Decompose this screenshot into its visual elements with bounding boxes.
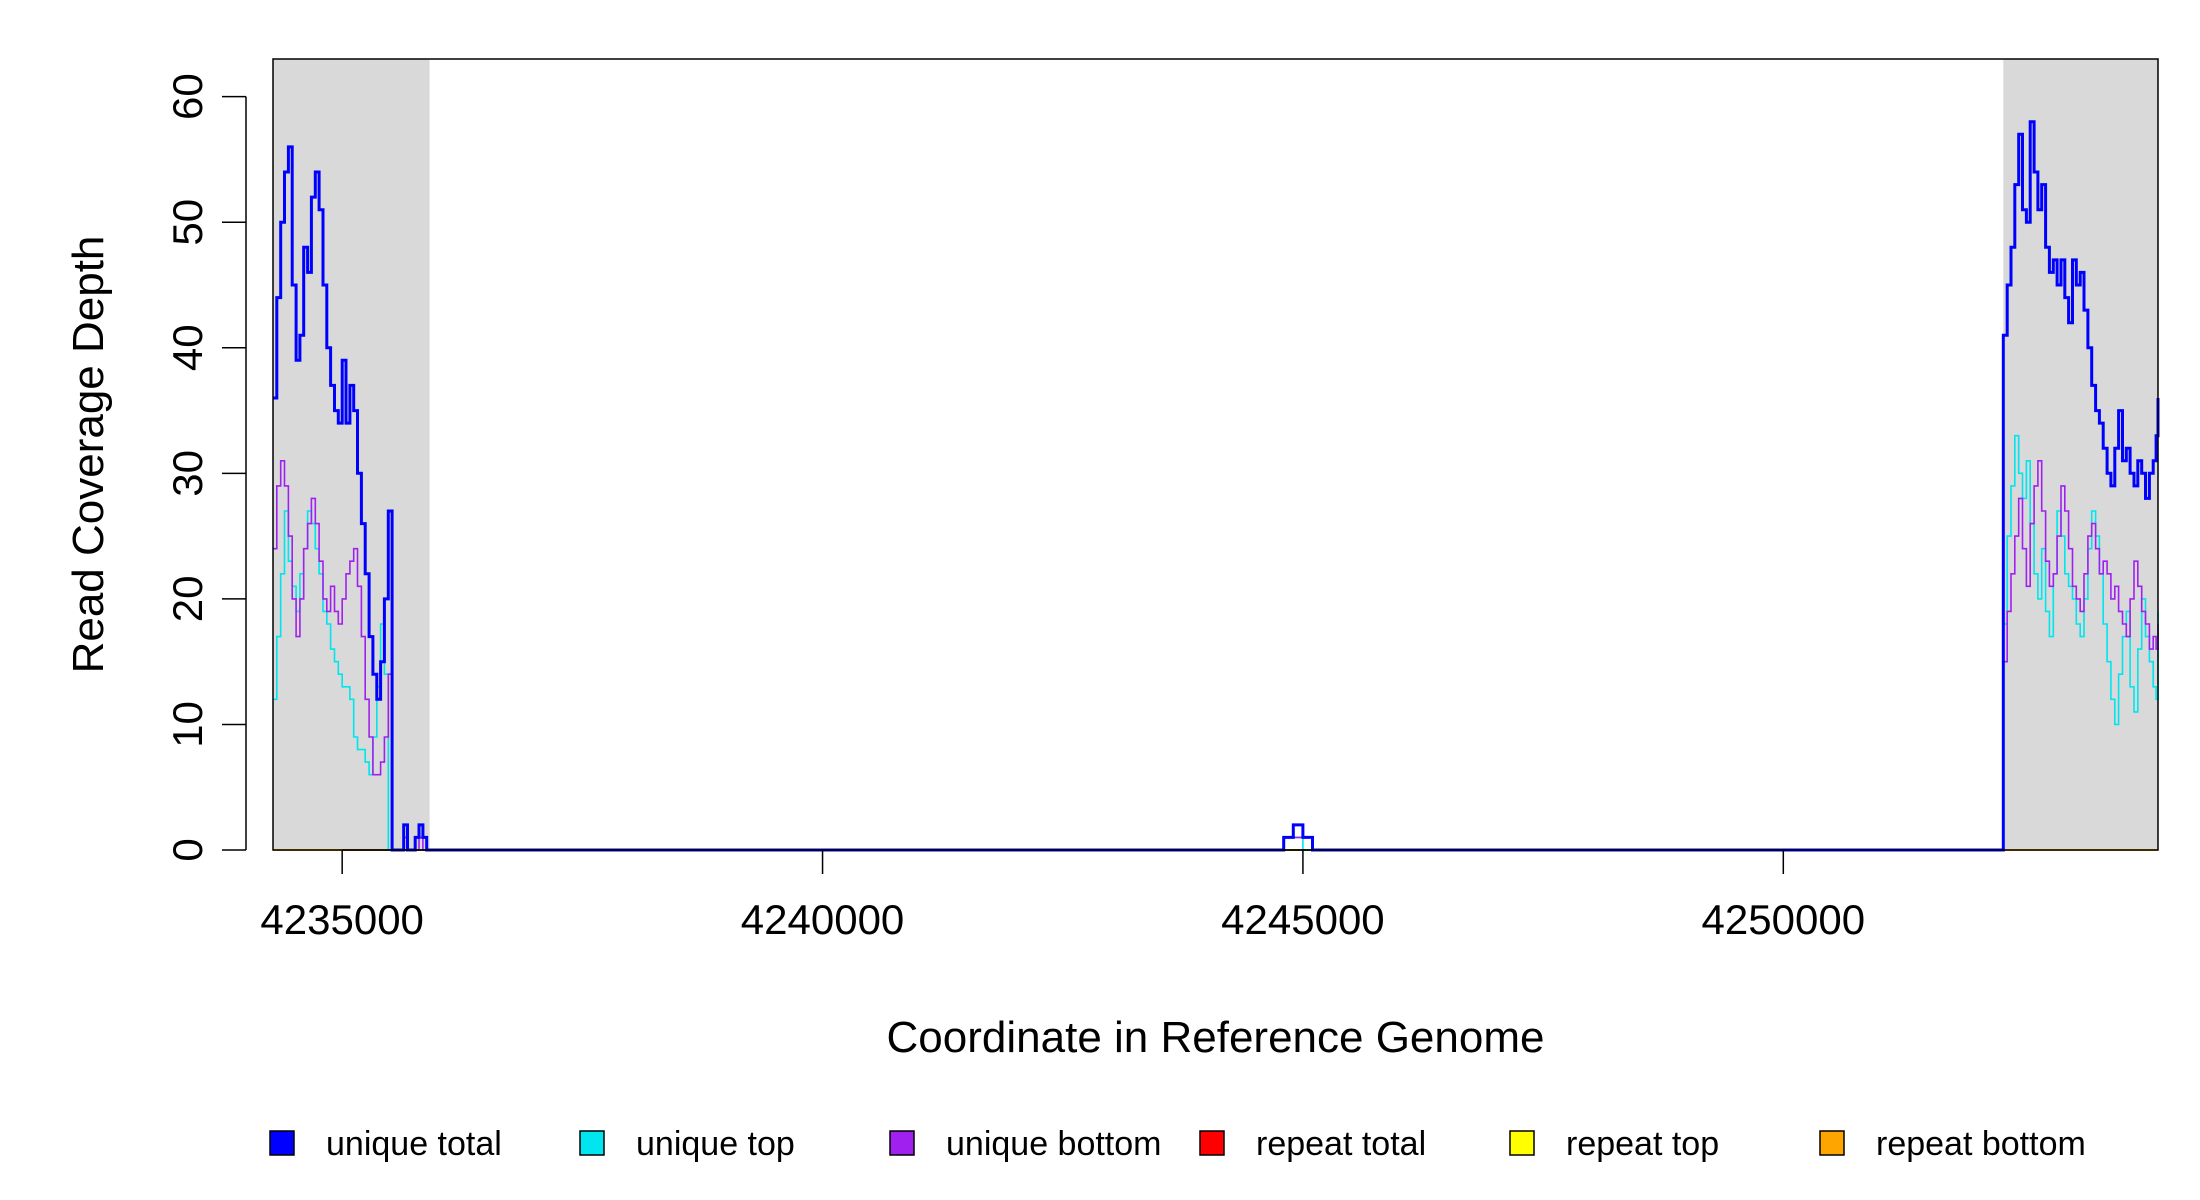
x-tick-label: 4250000 xyxy=(1702,896,1866,943)
legend: unique total unique top unique bottom repea… xyxy=(269,1125,2086,1163)
x-tick-label: 4240000 xyxy=(741,896,905,943)
legend-swatch-repeat-bottom xyxy=(1819,1130,1845,1156)
legend-label-repeat-total: repeat total xyxy=(1256,1125,1426,1163)
highlighted-region-1 xyxy=(273,59,430,850)
legend-swatch-repeat-total xyxy=(1199,1130,1225,1156)
y-axis-label: Read Coverage Depth xyxy=(64,236,113,674)
y-tick-label: 30 xyxy=(164,450,211,497)
y-tick-label: 10 xyxy=(164,701,211,748)
legend-label-unique-bottom: unique bottom xyxy=(946,1125,1162,1163)
y-tick-label: 50 xyxy=(164,199,211,246)
y-tick-label: 20 xyxy=(164,576,211,623)
y-axis: 0 10 20 30 40 50 60 xyxy=(164,73,247,862)
x-axis: 4235000 4240000 4245000 4250000 xyxy=(260,849,1866,943)
series-unique-total xyxy=(273,120,2160,852)
legend-swatch-unique-top xyxy=(579,1130,605,1156)
highlighted-region-2 xyxy=(2003,59,2158,850)
x-tick-label: 4235000 xyxy=(260,896,424,943)
legend-swatch-unique-total xyxy=(269,1130,295,1156)
y-tick-label: 0 xyxy=(164,838,211,861)
legend-label-repeat-bottom: repeat bottom xyxy=(1876,1125,2086,1163)
legend-label-repeat-top: repeat top xyxy=(1566,1125,1719,1163)
legend-swatch-repeat-top xyxy=(1509,1130,1535,1156)
legend-label-unique-total: unique total xyxy=(326,1125,502,1163)
y-tick-label: 40 xyxy=(164,324,211,371)
y-tick-label: 60 xyxy=(164,73,211,120)
x-axis-label: Coordinate in Reference Genome xyxy=(887,1013,1545,1062)
x-tick-label: 4245000 xyxy=(1221,896,1385,943)
legend-swatch-unique-bottom xyxy=(889,1130,915,1156)
legend-label-unique-top: unique top xyxy=(636,1125,795,1163)
